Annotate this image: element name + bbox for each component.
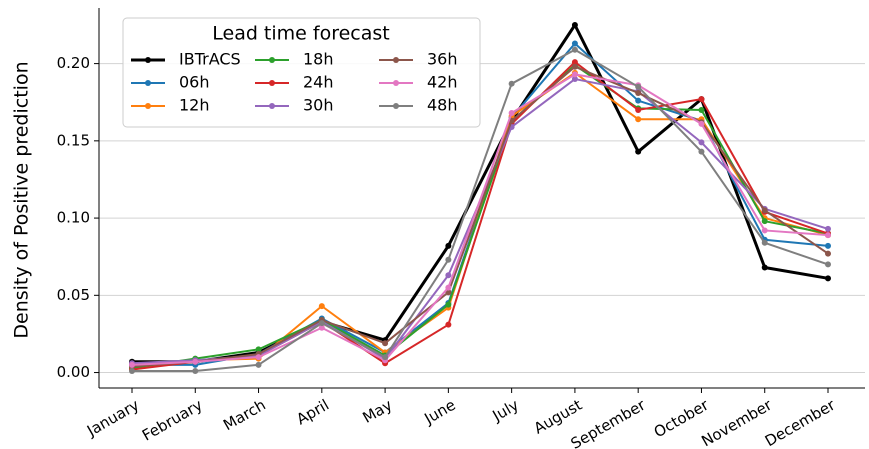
legend-label: 48h: [427, 96, 458, 115]
point: [571, 46, 578, 53]
point: [318, 303, 325, 310]
point: [192, 368, 199, 375]
y-tick-label: 0.05: [57, 286, 90, 304]
legend-box: [122, 17, 481, 128]
point: [318, 324, 325, 331]
y-tick-label: 0.15: [57, 131, 90, 149]
point: [508, 80, 515, 87]
y-tick-label: 0.20: [57, 54, 90, 72]
x-tick-label: December: [762, 395, 839, 449]
line: [131, 65, 829, 368]
legend-marker: [145, 57, 151, 63]
legend-label: 06h: [179, 73, 210, 92]
x-tick-label: November: [698, 395, 775, 449]
point: [635, 83, 642, 90]
legend-marker: [145, 80, 151, 86]
legend-label: 12h: [179, 96, 210, 115]
point: [445, 321, 452, 328]
point: [761, 239, 768, 246]
legend-marker: [393, 103, 399, 109]
point: [445, 272, 452, 279]
series: [129, 46, 831, 375]
point: [761, 264, 768, 271]
point: [445, 284, 452, 291]
point: [761, 218, 768, 225]
point: [571, 59, 578, 66]
legend-label: 42h: [427, 73, 458, 92]
x-tick-label: July: [489, 396, 522, 426]
x-tick-label: May: [359, 396, 395, 427]
point: [635, 148, 642, 155]
point: [445, 256, 452, 263]
y-tick-label: 0.00: [57, 363, 90, 381]
point: [635, 89, 642, 96]
legend-label: 18h: [303, 50, 334, 69]
point: [192, 358, 199, 365]
line: [132, 48, 829, 373]
point: [698, 120, 705, 127]
point: [571, 63, 578, 70]
point: [698, 96, 705, 103]
point: [825, 232, 831, 239]
point: [508, 110, 515, 117]
legend-marker: [145, 103, 151, 109]
point: [635, 106, 642, 113]
x-tick-label: April: [293, 396, 332, 429]
legend-label: 24h: [303, 73, 334, 92]
legend-marker: [269, 103, 275, 109]
legend-marker: [393, 80, 399, 86]
legend-title: Lead time forecast: [212, 23, 390, 45]
legend-marker: [393, 57, 399, 63]
point: [255, 361, 262, 368]
point: [761, 207, 768, 214]
point: [761, 227, 768, 234]
point: [318, 320, 325, 327]
point: [698, 148, 705, 155]
point: [825, 275, 831, 282]
legend-label: IBTrACS: [179, 50, 241, 69]
y-axis-label: Density of Positive prediction: [11, 61, 33, 338]
point: [635, 97, 642, 104]
legend-label: 36h: [427, 50, 458, 69]
point: [825, 225, 831, 232]
legend-label: 30h: [303, 96, 334, 115]
point: [382, 354, 389, 361]
point: [698, 106, 705, 113]
x-tick-label: March: [220, 396, 269, 434]
legend-marker: [269, 57, 275, 63]
point: [571, 21, 578, 28]
y-tick-label: 0.10: [57, 209, 90, 227]
point: [255, 346, 262, 353]
point: [445, 301, 452, 308]
point: [825, 242, 831, 249]
x-tick-label: February: [139, 396, 206, 445]
point: [571, 71, 578, 78]
line: [131, 64, 829, 369]
point: [825, 250, 831, 257]
line: [131, 73, 829, 366]
x-tick-label: January: [83, 396, 142, 441]
point: [698, 139, 705, 146]
point: [382, 340, 389, 347]
point: [571, 76, 578, 83]
point: [635, 116, 642, 123]
point: [129, 368, 135, 375]
point: [129, 361, 135, 368]
point: [571, 40, 578, 47]
point: [825, 261, 831, 268]
legend-marker: [269, 80, 275, 86]
point: [445, 242, 452, 249]
x-tick-label: June: [420, 396, 458, 428]
point: [255, 354, 262, 361]
